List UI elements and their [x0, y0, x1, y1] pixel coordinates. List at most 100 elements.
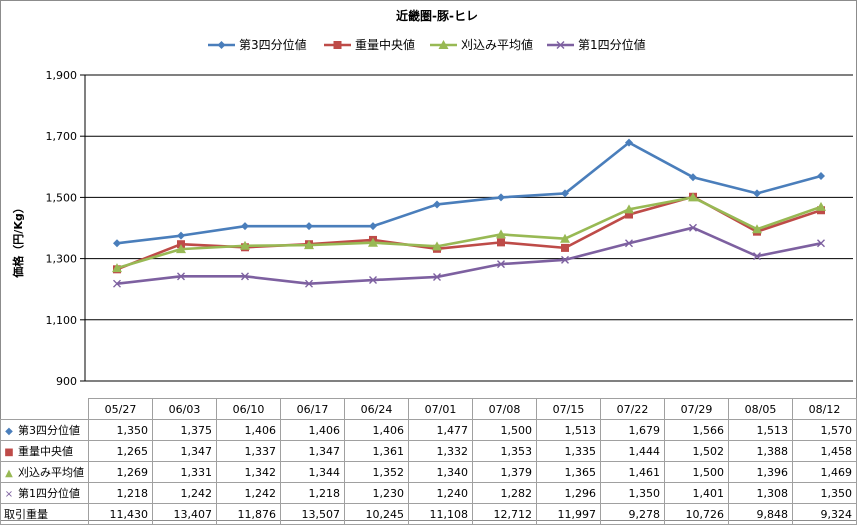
data-point	[432, 241, 442, 251]
y-tick-label: 1,500	[46, 191, 78, 204]
series-line	[116, 226, 822, 285]
row-header: × 第1四分位値	[0, 482, 89, 504]
table-cell: 1,350	[792, 482, 857, 504]
table-cell: 13,407	[152, 503, 217, 525]
legend: 第3四分位値 重量中央値 刈込み平均値 第1四分位値	[208, 37, 646, 52]
table-cell: 1,401	[664, 482, 729, 504]
legend-marker-icon	[438, 40, 449, 49]
data-table: 05/27 06/03 06/10 06/17 06/24 07/01 07/08 07/15…	[0, 398, 857, 525]
y-tick-label: 1,300	[46, 253, 78, 266]
data-point	[688, 192, 698, 202]
data-point	[241, 222, 249, 231]
table-cell: 1,396	[728, 461, 793, 483]
table-cell: 9,278	[600, 503, 665, 525]
table-cell: 1,240	[408, 482, 473, 504]
table-cell: 1,269	[88, 461, 153, 483]
table-cell: 1,444	[600, 440, 665, 462]
data-point	[368, 237, 378, 247]
x-category-label: 06/03	[152, 398, 217, 420]
table-cell: 1,347	[152, 440, 217, 462]
table-cell: 1,347	[280, 440, 345, 462]
table-cell: 1,513	[536, 419, 601, 441]
data-point	[304, 240, 314, 250]
data-point	[561, 189, 569, 198]
table-cell: 1,461	[600, 461, 665, 483]
row-header: ■ 重量中央値	[0, 440, 89, 462]
table-cell: 11,997	[536, 503, 601, 525]
table-cell: 1,265	[88, 440, 153, 462]
table-row: ◆ 第3四分位値 1,350 1,375 1,406 1,406 1,406 1,477 1,5…	[0, 419, 857, 441]
x-category-label: 08/05	[728, 398, 793, 420]
data-point	[624, 204, 634, 214]
table-cell: 1,500	[664, 461, 729, 483]
series-line	[116, 196, 822, 270]
data-point	[305, 279, 313, 288]
x-category-label: 06/17	[280, 398, 345, 420]
x-category-label: 07/01	[408, 398, 473, 420]
row-label: 刈込み平均値	[18, 466, 84, 479]
table-header-row: 05/27 06/03 06/10 06/17 06/24 07/01 07/08 07/15…	[0, 398, 857, 420]
legend-label: 第3四分位値	[239, 37, 307, 52]
data-point	[625, 239, 633, 248]
table-row: ▲ 刈込み平均値 1,269 1,331 1,342 1,344 1,352 1,340 1,3…	[0, 461, 857, 483]
table-cell: 1,230	[344, 482, 409, 504]
series-3	[112, 192, 826, 273]
data-point	[113, 279, 121, 288]
y-tick-label: 1,100	[46, 314, 78, 327]
legend-marker-icon	[333, 41, 342, 49]
table-cell: 11,108	[408, 503, 473, 525]
table-cell: 1,570	[792, 419, 857, 441]
table-cell: 1,308	[728, 482, 793, 504]
table-cell: 1,406	[280, 419, 345, 441]
table-cell: 1,379	[472, 461, 537, 483]
table-cell: 1,332	[408, 440, 473, 462]
table-cell: 1,350	[88, 419, 153, 441]
data-point	[177, 272, 185, 281]
data-point	[689, 173, 697, 182]
table-cell: 1,375	[152, 419, 217, 441]
table-cell: 1,335	[536, 440, 601, 462]
data-point	[240, 240, 250, 250]
data-point	[433, 272, 441, 281]
data-point	[497, 193, 505, 202]
x-category-label: 08/12	[792, 398, 857, 420]
table-cell: 1,242	[152, 482, 217, 504]
data-point	[817, 171, 825, 180]
table-cell: 1,242	[216, 482, 281, 504]
table-cell: 1,353	[472, 440, 537, 462]
data-point	[689, 223, 697, 232]
series-line	[116, 141, 822, 245]
row-header: 取引重量	[0, 503, 89, 525]
table-cell: 1,337	[216, 440, 281, 462]
y-axis-label: 価格（円/Kg）	[11, 202, 25, 278]
table-cell: 1,365	[536, 461, 601, 483]
table-cell: 1,477	[408, 419, 473, 441]
data-point	[625, 138, 633, 147]
table-cell: 11,430	[88, 503, 153, 525]
chart-title: 近畿圏-豚-ヒレ	[396, 8, 478, 23]
data-point	[560, 233, 570, 243]
data-point	[369, 276, 377, 285]
legend-item: 第3四分位値	[208, 37, 307, 52]
table-cell: 9,848	[728, 503, 793, 525]
data-point	[816, 201, 826, 211]
table-corner-cell	[0, 398, 89, 420]
data-point	[369, 222, 377, 231]
table-cell: 1,566	[664, 419, 729, 441]
x-category-label: 07/22	[600, 398, 665, 420]
data-point	[561, 243, 569, 252]
x-category-label: 07/15	[536, 398, 601, 420]
table-row: × 第1四分位値 1,218 1,242 1,242 1,218 1,230 1,240 1,2…	[0, 482, 857, 504]
legend-key-icon: ×	[4, 489, 14, 500]
gridlines	[85, 74, 853, 382]
legend-item: 第1四分位値	[547, 37, 646, 52]
data-point	[561, 255, 569, 264]
series-1	[113, 138, 825, 248]
data-point	[176, 244, 186, 254]
series-4	[113, 223, 825, 288]
data-point	[625, 210, 633, 219]
table-cell: 1,679	[600, 419, 665, 441]
data-point	[433, 200, 441, 209]
data-point	[497, 238, 505, 247]
row-header: ◆ 第3四分位値	[0, 419, 89, 441]
